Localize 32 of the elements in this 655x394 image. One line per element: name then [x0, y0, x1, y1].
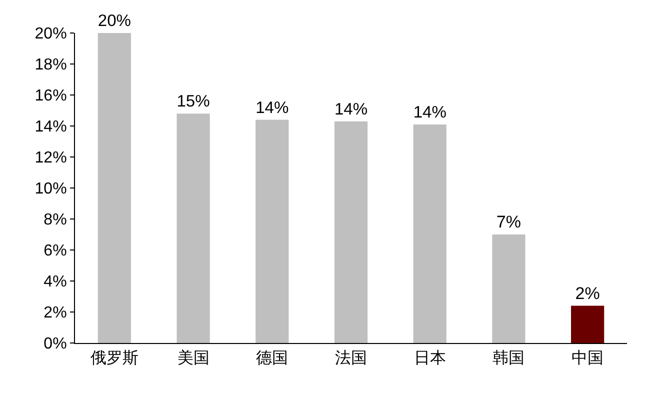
bar: [334, 121, 368, 343]
y-tick-label: 8%: [44, 212, 67, 229]
data-label: 7%: [496, 212, 521, 232]
x-tick-label: 美国: [177, 349, 210, 368]
y-tick-label: 12%: [34, 150, 67, 167]
bar: [413, 124, 446, 343]
bar: [176, 114, 210, 343]
y-tick-label: 4%: [44, 274, 67, 291]
x-tick-label: 俄罗斯: [90, 349, 138, 368]
data-label: 20%: [98, 11, 132, 30]
y-tick-label: 16%: [34, 88, 67, 105]
x-tick-label: 法国: [335, 349, 367, 368]
y-tick-label: 20%: [34, 26, 67, 43]
x-tick-label: 德国: [256, 350, 288, 368]
x-tick-label: 韩国: [492, 349, 525, 368]
y-tick-label: 0%: [44, 336, 67, 353]
data-label: 14%: [334, 99, 368, 118]
x-tick-label: 中国: [572, 349, 604, 368]
data-label: 14%: [256, 98, 289, 117]
y-tick-label: 14%: [34, 118, 67, 136]
data-label: 2%: [575, 284, 600, 303]
data-label: 15%: [176, 92, 210, 111]
y-tick-label: 10%: [34, 180, 67, 198]
y-tick-label: 18%: [34, 56, 67, 74]
bar: [98, 33, 131, 343]
x-tick-label: 日本: [414, 349, 446, 368]
bar: [571, 306, 604, 343]
data-label: 14%: [413, 102, 447, 122]
bar: [492, 234, 526, 343]
y-tick-label: 6%: [44, 242, 67, 260]
bar: [256, 120, 289, 343]
y-tick-label: 2%: [44, 304, 67, 322]
